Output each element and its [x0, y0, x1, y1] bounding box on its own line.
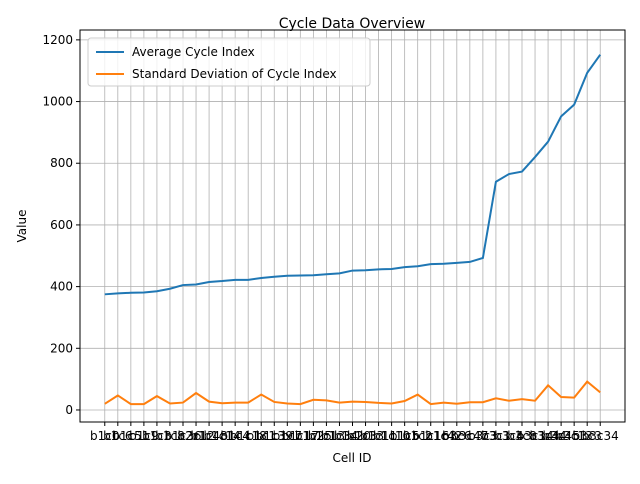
x-tick-label: b3c47	[451, 429, 488, 443]
y-tick-label: 1200	[42, 33, 73, 47]
x-tick-label: b3c3	[468, 429, 497, 443]
x-tick-label: b1c7	[273, 429, 302, 443]
x-tick-label: b3c3	[572, 429, 601, 443]
x-tick-label: b2c12	[177, 429, 214, 443]
line-series	[104, 54, 602, 296]
x-tick-label: b3c45	[543, 429, 580, 443]
x-tick-label: b1c25	[295, 429, 332, 443]
x-tick-label: b1c16	[412, 429, 449, 443]
x-tick-label: b3c14	[516, 429, 553, 443]
x-tick-label: b1c51	[112, 429, 149, 443]
x-tick-label: b1c20	[334, 429, 371, 443]
x-tick-label: b1c2	[403, 429, 432, 443]
x-tick-label: b1c4	[220, 429, 249, 443]
y-tick-label: 200	[50, 341, 73, 355]
x-tick-label: b1c11	[360, 429, 397, 443]
legend-box	[87, 37, 371, 87]
x-tick-label: b1c6	[103, 429, 132, 443]
x-tick-label: b3c13	[556, 429, 593, 443]
x-tick-label: b3c44	[530, 429, 567, 443]
legend-label: Standard Deviation of Cycle Index	[132, 67, 337, 81]
x-tick-label: b1c5	[390, 429, 419, 443]
y-tick-label: 600	[50, 218, 73, 232]
x-tick-label: b3c6	[442, 429, 471, 443]
x-tick-label: b1c0	[90, 429, 119, 443]
y-axis-label: Value	[15, 210, 29, 243]
x-tick-label: b3c34	[582, 429, 619, 443]
x-tick-label: b1c36	[164, 429, 201, 443]
x-tick-label: b1c17	[282, 429, 319, 443]
x-tick-label: b1c13	[308, 429, 345, 443]
x-tick-label: b1c10	[373, 429, 410, 443]
y-tick-label: 1000	[42, 95, 73, 109]
x-tick-label: b3c8	[507, 429, 536, 443]
x-tick-label: b1c33	[347, 429, 384, 443]
x-tick-label: b1c48	[191, 429, 228, 443]
x-tick-label: b1c9	[129, 429, 158, 443]
x-tick-label: b1c42	[425, 429, 462, 443]
x-tick-label: b1c14	[204, 429, 241, 443]
x-tick-label: b1c1	[246, 429, 275, 443]
x-tick-label: b3c4	[494, 429, 523, 443]
legend: Average Cycle Index Standard Deviation of…	[87, 37, 371, 87]
legend-label: Average Cycle Index	[132, 45, 255, 59]
x-tick-label: b1c8	[155, 429, 184, 443]
y-tick-label: 0	[65, 403, 73, 417]
x-tick-label: b1c18	[230, 429, 267, 443]
chart-title: Cycle Data Overview	[279, 16, 426, 32]
plot-frame	[79, 29, 626, 423]
x-tick-label: b1c34	[321, 429, 358, 443]
x-tick-label: b3c1	[481, 429, 510, 443]
x-tick-label: b1c39	[256, 429, 293, 443]
line-series	[104, 380, 601, 406]
y-tick-label: 800	[50, 156, 73, 170]
x-tick-label: b1c3	[142, 429, 171, 443]
x-axis-label: Cell ID	[332, 451, 371, 465]
y-tick-label: 400	[50, 280, 73, 294]
